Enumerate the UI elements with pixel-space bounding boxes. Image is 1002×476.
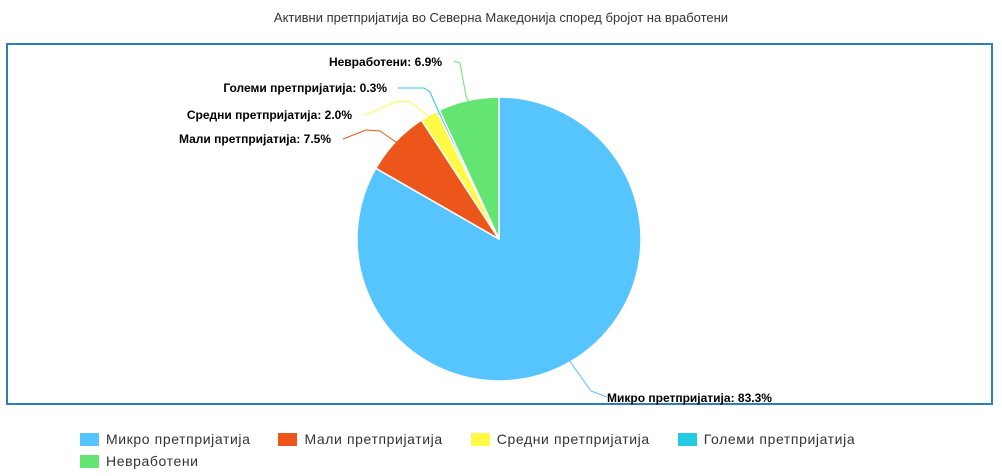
slice-label: Микро претпријатија: 83.3% — [607, 391, 772, 405]
slice-label: Големи претпријатија: 0.3% — [223, 81, 387, 95]
legend-row: Микро претпријатија Мали претпријатија Сре… — [80, 428, 960, 450]
legend-swatch — [470, 432, 490, 446]
legend-swatch — [80, 432, 99, 446]
pie-slices — [356, 96, 642, 382]
slice-labels: Микро претпријатија: 83.3% Мали претприја… — [179, 55, 772, 405]
chart-title: Активни претпријатија во Северна Македон… — [273, 10, 729, 25]
legend-item[interactable]: Невработени — [80, 453, 199, 469]
legend-item[interactable]: Мали претпријатија — [278, 431, 442, 447]
legend-item[interactable]: Микро претпријатија — [80, 431, 250, 447]
legend-label: Микро претпријатија — [106, 431, 251, 447]
legend: Микро претпријатија Мали претпријатија Сре… — [80, 428, 960, 472]
slice-label: Невработени: 6.9% — [329, 55, 442, 69]
legend-swatch — [677, 432, 697, 446]
legend-label: Невработени — [106, 453, 199, 469]
legend-label: Мали претпријатија — [304, 431, 443, 447]
label-connector — [568, 359, 608, 398]
label-connectors — [342, 60, 608, 398]
legend-swatch — [278, 432, 298, 446]
label-connector — [364, 100, 431, 118]
legend-item[interactable]: Средни претпријатија — [470, 431, 650, 447]
slice-label: Мали претпријатија: 7.5% — [179, 132, 331, 146]
label-connector — [453, 60, 470, 103]
label-connector — [342, 129, 398, 144]
legend-row: Невработени — [80, 450, 960, 472]
legend-swatch — [80, 454, 99, 468]
slice-label: Средни претпријатија: 2.0% — [187, 108, 352, 122]
label-connector — [398, 87, 440, 113]
legend-label: Средни претпријатија — [496, 431, 650, 447]
plot-area-frame — [6, 43, 993, 405]
legend-item[interactable]: Големи претпријатија — [677, 431, 856, 447]
legend-label: Големи претпријатија — [703, 431, 856, 447]
